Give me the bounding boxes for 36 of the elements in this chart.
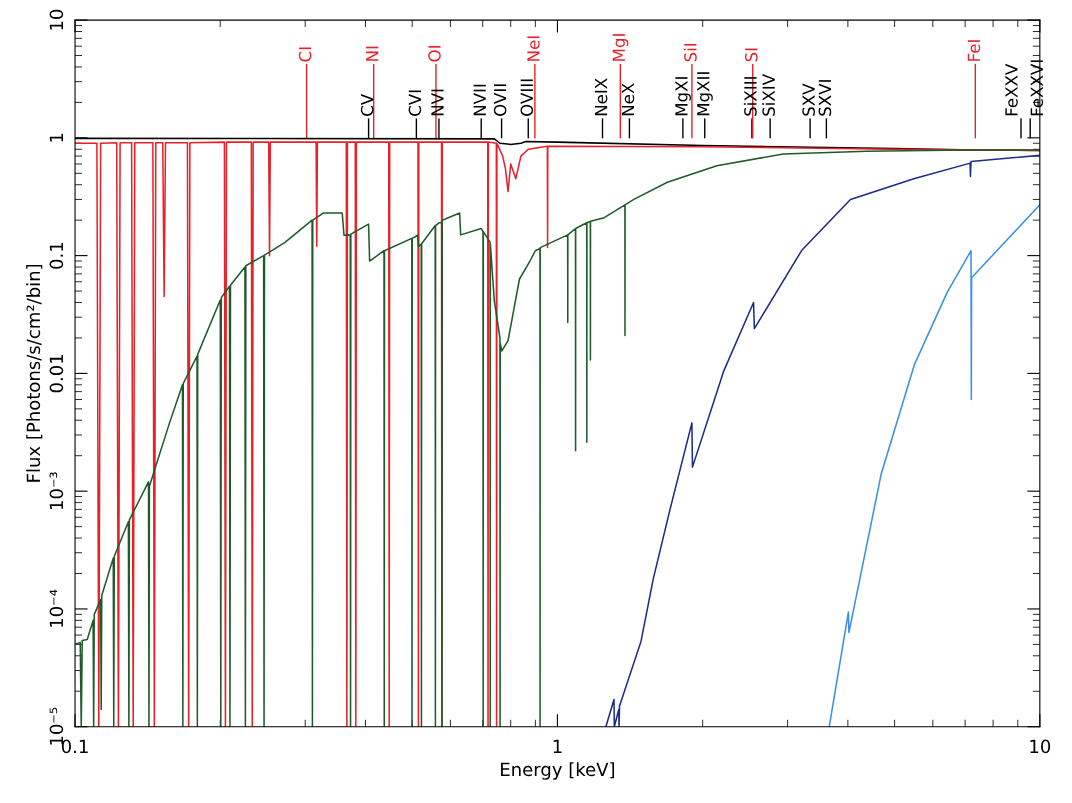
x-tick-label: 1 bbox=[553, 739, 562, 753]
ref-line-label: CVI bbox=[408, 90, 422, 116]
x-tick-label: 0.1 bbox=[61, 739, 88, 754]
ref-line-label: MgXII bbox=[697, 72, 713, 116]
ref-line-label: CI bbox=[298, 47, 312, 62]
ref-line-label: NI bbox=[366, 46, 379, 61]
ref-line-label: NVII bbox=[473, 84, 486, 116]
ref-line-label: SiXIII bbox=[743, 77, 757, 116]
y-tick-label: 0.1 bbox=[49, 242, 64, 269]
x-tick-label: 10 bbox=[1030, 739, 1051, 754]
x-axis-title: Energy [keV] bbox=[501, 762, 615, 780]
y-axis-title: Flux [Photons/s/cm²/bin] bbox=[26, 264, 43, 482]
ref-line-label: FeI bbox=[967, 40, 981, 61]
ref-line-label: SXV bbox=[802, 83, 815, 116]
y-tick-label: 10⁻⁵ bbox=[49, 707, 64, 745]
ref-line-label: OI bbox=[428, 46, 441, 62]
ref-line-label: NVI bbox=[431, 89, 444, 116]
ref-line-label: SI bbox=[744, 48, 758, 62]
ref-line-label: SXVI bbox=[818, 80, 832, 116]
y-tick-label: 0.01 bbox=[49, 354, 64, 393]
ref-line-label: OVIII bbox=[520, 79, 534, 116]
ref-line-label: SiXIV bbox=[762, 74, 775, 116]
ref-line-label: SiI bbox=[683, 43, 697, 62]
y-tick-label: 10⁻⁴ bbox=[49, 589, 64, 627]
ref-line-label: FeXXVI bbox=[1030, 60, 1044, 116]
ref-line-label: OVII bbox=[493, 84, 507, 116]
ref-line-label: MgI bbox=[612, 34, 629, 61]
ref-line-label: NeI bbox=[527, 36, 540, 61]
y-tick-label: 1 bbox=[49, 133, 63, 142]
ref-line-label: NeIX bbox=[594, 78, 608, 116]
ref-line-label: NeX bbox=[621, 83, 635, 116]
ref-line-label: CV bbox=[360, 93, 374, 116]
ref-line-label: FeXXV bbox=[1005, 63, 1018, 116]
ref-line-label: MgXI bbox=[675, 77, 691, 116]
y-tick-label: 10⁻³ bbox=[49, 472, 64, 510]
y-tick-label: 10 bbox=[49, 9, 64, 30]
